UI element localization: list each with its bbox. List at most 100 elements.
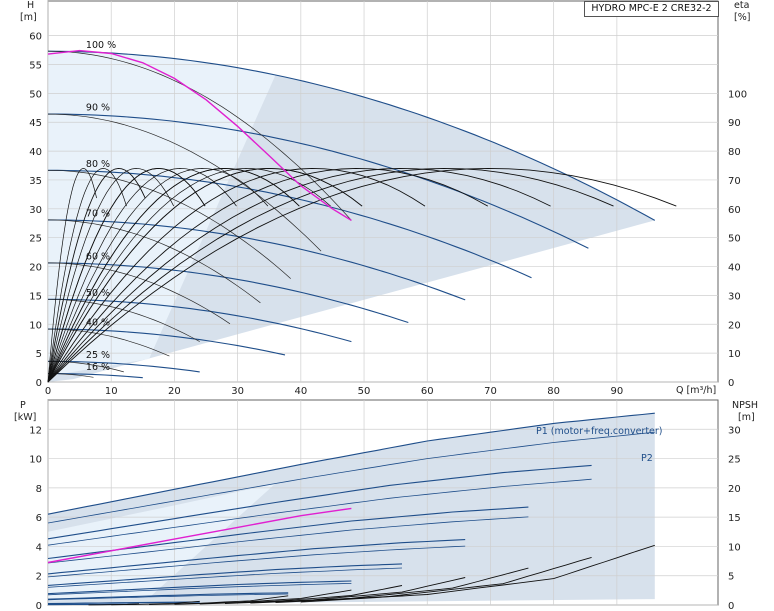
npsh-tick-5: 5 (728, 572, 734, 583)
eta-tick-40: 40 (728, 263, 741, 274)
npsh-curve-40 (149, 595, 289, 605)
x-tick-0: 0 (45, 386, 51, 397)
eta-curve-70-1 (47, 168, 269, 383)
head-axes: 0 10 20 30 40 50 60 70 80 90 0 5 10 15 20 25 30 35 40 45 50 5… (29, 32, 747, 397)
npsh-tick-30: 30 (728, 425, 741, 436)
p1-curve-70 (47, 539, 466, 575)
x-tick-80: 80 (547, 386, 560, 397)
p2-curve-60 (47, 567, 403, 588)
h-tick-50: 50 (29, 89, 42, 100)
eta-tick-100: 100 (728, 89, 747, 100)
p1-curve-60 (47, 563, 403, 586)
eta-curve-16-1 (47, 168, 97, 383)
head-axis-unit: [m] (20, 12, 37, 23)
npsh-axis-label: NPSH (732, 400, 758, 411)
p2-curve-25 (47, 601, 200, 605)
eta-tick-30: 30 (728, 291, 741, 302)
power-axis-label: P (20, 400, 26, 411)
h-tick-10: 10 (29, 320, 42, 331)
p2-curve-40 (47, 593, 289, 601)
eta-curve-80-0 (47, 167, 551, 383)
speed-label-50: 50 % (86, 288, 110, 299)
eta-curve-60-0 (47, 167, 426, 383)
eta-curve-25-0 (47, 167, 206, 383)
p1-curve-50 (47, 580, 352, 595)
p-tick-12: 12 (29, 425, 42, 436)
speed-label-80: 80 % (86, 159, 110, 170)
p-tick-6: 6 (36, 513, 42, 524)
x-tick-50: 50 (358, 386, 371, 397)
npsh-tick-15: 15 (728, 513, 741, 524)
h-tick-25: 25 (29, 234, 42, 245)
eta-curve-90-0 (47, 167, 614, 383)
p-tick-8: 8 (36, 484, 42, 495)
eta-tick-60: 60 (728, 205, 741, 216)
p2-series-label: P2 (641, 453, 653, 464)
eta-curve-40-1 (47, 168, 175, 383)
eta-axis-unit: [%] (734, 12, 750, 23)
head-axis-label: H (27, 0, 34, 11)
h-tick-15: 15 (29, 291, 42, 302)
h-tick-5: 5 (36, 349, 42, 360)
eta-curve-60-1 (47, 168, 237, 383)
qh-curve-60 (47, 262, 409, 324)
pump-model-title: HYDRO MPC-E 2 CRE32-2 (584, 1, 719, 17)
eta-tick-20: 20 (728, 320, 741, 331)
duty-curve (47, 49, 352, 221)
h-tick-55: 55 (29, 61, 42, 72)
p2-curve-70 (47, 545, 466, 578)
p1-curve-90 (47, 464, 592, 540)
x-tick-70: 70 (484, 386, 497, 397)
single-qh-curve-50 (47, 298, 200, 342)
eta-tick-70: 70 (728, 176, 741, 187)
single-qh-curve-60 (47, 262, 231, 325)
qh-curve-100 (47, 50, 656, 221)
speed-label-100: 100 % (86, 40, 116, 51)
power-curves (47, 412, 655, 606)
eta-curve-40-0 (47, 167, 300, 383)
x-tick-30: 30 (231, 386, 244, 397)
npsh-tick-0: 0 (728, 601, 734, 611)
x-tick-20: 20 (168, 386, 181, 397)
npsh-tick-20: 20 (728, 484, 741, 495)
power-grid (47, 400, 718, 606)
eta-tick-10: 10 (728, 349, 741, 360)
eta-curve-100-0 (47, 167, 677, 383)
h-tick-40: 40 (29, 147, 42, 158)
p-tick-4: 4 (36, 542, 42, 553)
eta-tick-90: 90 (728, 118, 741, 129)
qh-curve-50 (48, 298, 352, 343)
head-grid (47, 1, 718, 383)
eta-tick-80: 80 (728, 147, 741, 158)
single-qh-curve-90 (47, 113, 322, 252)
npsh-curve-16 (88, 603, 140, 606)
p-tick-2: 2 (36, 572, 42, 583)
p1-curve-80 (47, 506, 529, 560)
p1-series-label: P1 (motor+freq.converter) (536, 426, 663, 437)
eta-tick-0: 0 (728, 378, 734, 389)
h-tick-60: 60 (29, 32, 42, 43)
eta-curve-16-0 (47, 167, 146, 383)
h-tick-20: 20 (29, 263, 42, 274)
speed-label-70: 70 % (86, 209, 110, 220)
eta-curve-70-0 (47, 167, 489, 383)
x-tick-90: 90 (611, 386, 624, 397)
qh-curve-70 (47, 219, 466, 301)
x-tick-40: 40 (294, 386, 307, 397)
operating-area (48, 51, 655, 382)
eta-curve-50-0 (47, 167, 363, 383)
qh-curve-25 (47, 360, 200, 373)
p-tick-10: 10 (29, 455, 42, 466)
p2-curve-100 (47, 431, 655, 524)
p-tick-0: 0 (36, 601, 42, 611)
npsh-axis-unit: [m] (738, 412, 755, 423)
qh-curve-90 (48, 113, 589, 249)
eta-tick-50: 50 (728, 234, 741, 245)
flow-axis-label: Q [m³/h] (676, 385, 716, 396)
h-tick-30: 30 (29, 205, 42, 216)
eta-axis-label: eta (734, 0, 749, 11)
speed-label-60: 60 % (86, 252, 110, 263)
x-tick-60: 60 (421, 386, 434, 397)
duty-power-curve (47, 507, 352, 564)
